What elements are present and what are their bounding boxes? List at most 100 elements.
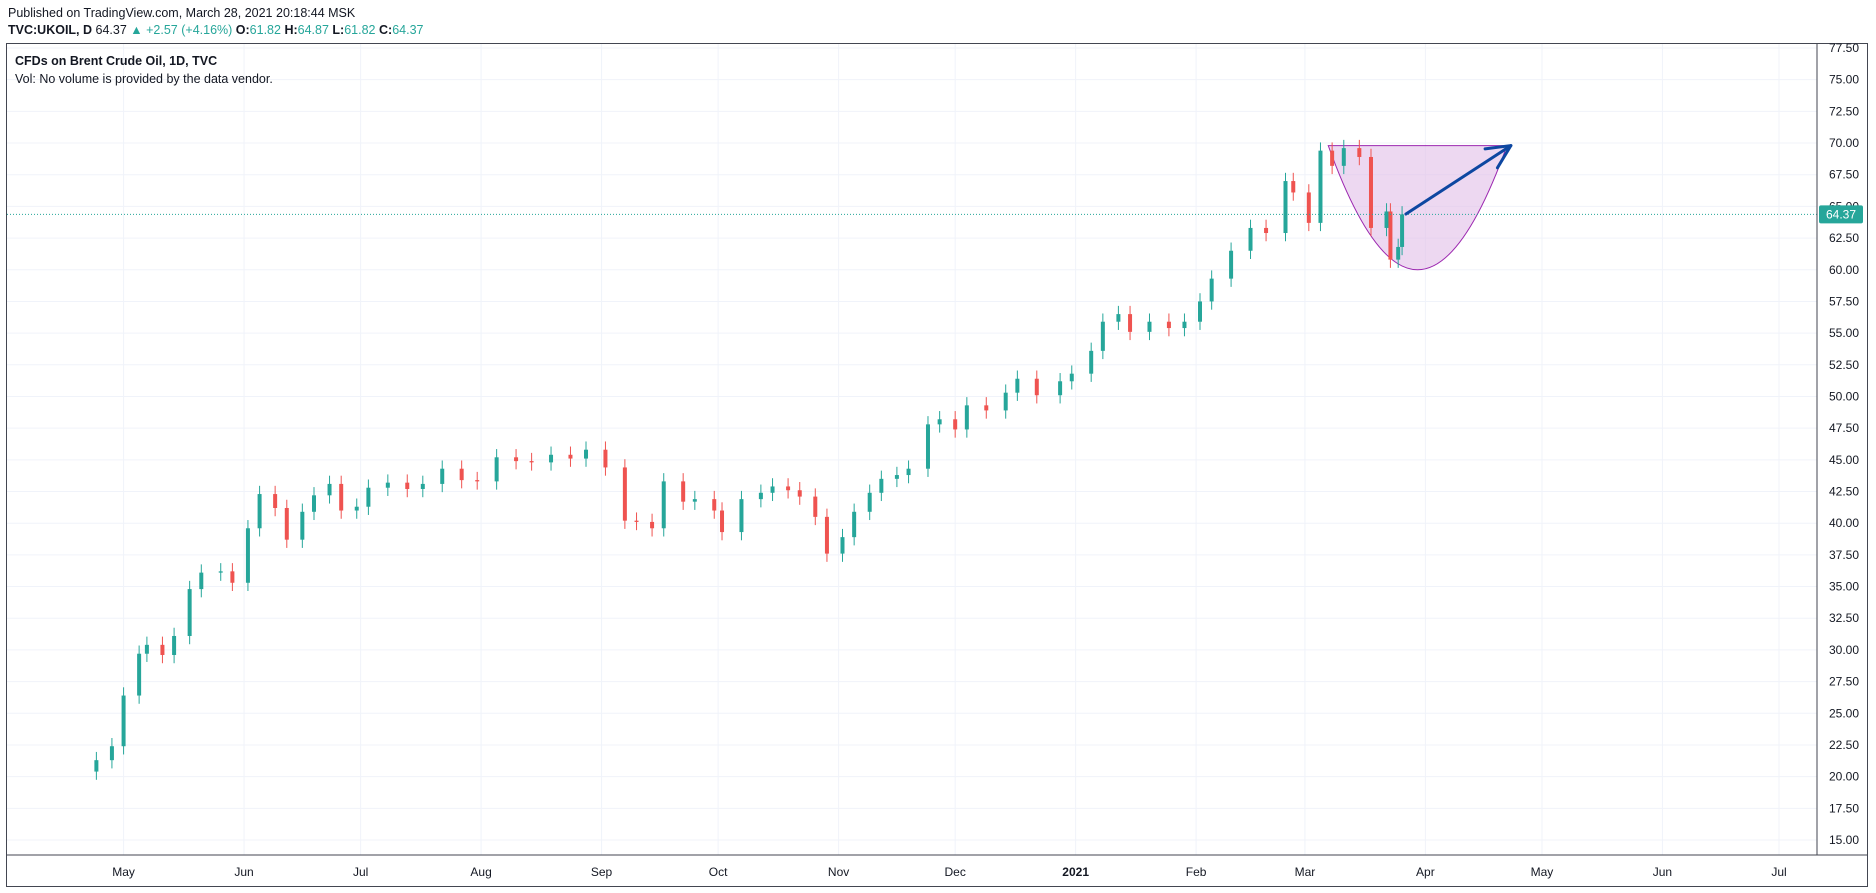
candle-body	[459, 468, 464, 481]
price-badge-bg	[1819, 205, 1863, 224]
candle-body	[199, 572, 204, 590]
candle-body	[245, 528, 250, 583]
candle-body	[584, 449, 589, 459]
y-tick-label: 32.50	[1829, 611, 1859, 625]
high-value: 64.87	[297, 23, 329, 37]
candle-body	[514, 457, 519, 462]
candle-body	[121, 695, 126, 747]
candle-body	[475, 480, 480, 482]
candle-body	[1003, 392, 1008, 411]
candle-body	[894, 475, 899, 479]
y-tick-label: 60.00	[1829, 263, 1859, 277]
candle-body	[1058, 381, 1063, 396]
candle-body	[1318, 150, 1323, 223]
y-tick-label: 52.50	[1829, 358, 1859, 372]
x-tick-label: 2021	[1062, 865, 1089, 879]
candle-body	[385, 482, 390, 488]
candle-body	[797, 490, 802, 497]
candle-body	[1283, 181, 1288, 234]
candle-body	[712, 499, 717, 511]
candle-body	[906, 468, 911, 476]
candle-body	[824, 516, 829, 554]
candle-body	[770, 486, 775, 493]
candle-body	[1396, 246, 1401, 260]
candle-body	[622, 467, 627, 521]
candle-body	[720, 510, 725, 533]
y-tick-label: 15.00	[1829, 833, 1859, 847]
grid-lines	[7, 44, 1817, 855]
open-label: O:	[235, 23, 250, 37]
candle-body	[813, 496, 818, 517]
candle-body	[354, 506, 359, 511]
x-tick-label: Mar	[1295, 865, 1316, 879]
candle-body	[405, 482, 410, 489]
candle-body	[144, 644, 149, 654]
candle-body	[1341, 148, 1346, 166]
price-axis: 15.00 17.50 20.00 22.50 25.00 27.50 30.00 32.50…	[1816, 41, 1863, 855]
candle-body	[366, 487, 371, 507]
y-tick-label: 47.50	[1829, 421, 1859, 435]
x-tick-label: May	[112, 865, 135, 879]
trend-arrow-line	[1404, 144, 1513, 216]
candle-body	[1069, 373, 1074, 382]
candle-body	[852, 511, 857, 538]
candle-body	[440, 468, 445, 484]
candle-body	[1128, 314, 1133, 332]
x-tick-label: May	[1531, 865, 1554, 879]
candle-body	[339, 483, 344, 511]
candle-body	[1209, 278, 1214, 302]
x-tick-label: Apr	[1416, 865, 1435, 879]
y-tick-label: 30.00	[1829, 643, 1859, 657]
candle-body	[420, 483, 425, 489]
candle-body	[1306, 192, 1311, 223]
candle-body	[284, 507, 289, 540]
x-tick-label: Oct	[709, 865, 728, 879]
low-label: L:	[332, 23, 345, 37]
candle-body	[94, 760, 99, 772]
x-tick-label: Aug	[470, 865, 491, 879]
candle-body	[1357, 148, 1362, 157]
close-value: 64.37	[392, 23, 424, 37]
y-tick-label: 20.00	[1829, 770, 1859, 784]
candle-body	[758, 492, 763, 500]
candle-body	[529, 461, 534, 463]
candle-body	[257, 494, 262, 529]
x-tick-label: Feb	[1186, 865, 1207, 879]
candle-body	[634, 520, 639, 522]
y-tick-label: 25.00	[1829, 706, 1859, 720]
candle-body	[1264, 227, 1269, 234]
y-tick-label: 57.50	[1829, 294, 1859, 308]
candle-body	[692, 499, 697, 502]
y-tick-label: 22.50	[1829, 738, 1859, 752]
candle-body	[311, 495, 316, 512]
chart-header: Published on TradingView.com, March 28, …	[8, 5, 423, 39]
y-tick-label: 17.50	[1829, 801, 1859, 815]
low-value: 61.82	[344, 23, 376, 37]
candle-body	[1147, 321, 1152, 332]
candle-body	[172, 635, 177, 655]
candle-body	[840, 537, 845, 554]
y-tick-label: 72.50	[1829, 104, 1859, 118]
y-tick-label: 42.50	[1829, 485, 1859, 499]
open-value: 61.82	[249, 23, 281, 37]
candle-body	[1182, 321, 1187, 329]
candle-body	[879, 478, 884, 493]
current-price-badge: 64.37	[1819, 205, 1863, 224]
candle-body	[603, 449, 608, 468]
candle-body	[964, 405, 969, 430]
candle-body	[681, 481, 686, 502]
candle-body	[568, 454, 573, 459]
x-tick-label: Jul	[1771, 865, 1786, 879]
candle-body	[1015, 378, 1020, 393]
symbol-line: TVC:UKOIL, D 64.37 ▲ +2.57 (+4.16%) O:61…	[8, 22, 423, 39]
volume-note: Vol: No volume is provided by the data v…	[15, 72, 273, 86]
chart-frame[interactable]	[6, 43, 1868, 887]
candle-body	[327, 483, 332, 496]
candle-body	[549, 454, 554, 463]
x-tick-label: Jun	[1653, 865, 1672, 879]
y-tick-label: 70.00	[1829, 136, 1859, 150]
candle-body	[160, 644, 165, 655]
chart-legend: CFDs on Brent Crude Oil, 1D, TVC Vol: No…	[15, 52, 273, 88]
candle-body	[925, 424, 930, 469]
